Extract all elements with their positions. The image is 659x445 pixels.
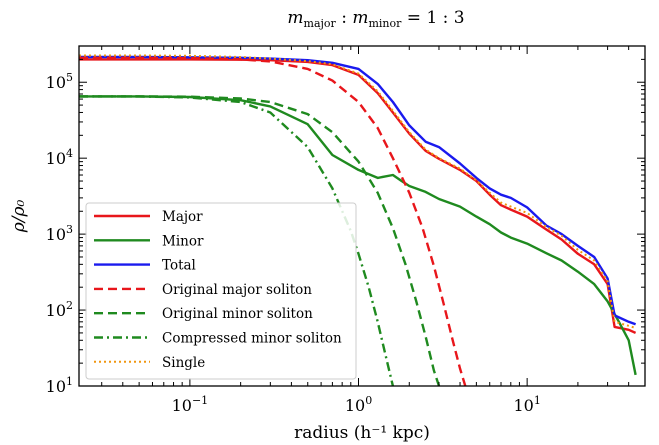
legend-label: Major	[162, 209, 203, 225]
chart-title: mmajor : mminor = 1 : 3	[287, 8, 464, 30]
y-tick-label: 101	[46, 375, 73, 396]
x-tick-label: 10−1	[172, 394, 209, 415]
x-tick-label: 101	[513, 394, 540, 415]
y-tick-label: 103	[46, 223, 73, 244]
series-line-total	[79, 55, 637, 326]
tick-layer: 10−1 100 101 101 102 103 104 105	[46, 45, 646, 415]
y-tick-label: 104	[46, 147, 73, 168]
legend-label: Original major soliton	[162, 282, 312, 298]
series-layer	[79, 54, 637, 386]
y-tick-label: 105	[46, 71, 73, 92]
series-line-original-minor-soliton	[79, 95, 441, 386]
series-line-original-major-soliton	[79, 56, 467, 386]
series-line-minor	[79, 95, 637, 376]
legend-label: Original minor soliton	[162, 306, 313, 322]
y-axis-label: ρ/ρ₀	[9, 200, 29, 234]
series-line-compressed-minor-soliton	[79, 95, 395, 386]
series-line-major	[79, 58, 637, 334]
legend-label: Minor	[162, 233, 204, 249]
legend-box	[85, 202, 357, 380]
legend-label: Total	[162, 258, 196, 274]
x-tick-label: 100	[345, 394, 372, 415]
x-axis-label: radius (h⁻¹ kpc)	[294, 423, 430, 443]
legend-label: Single	[162, 355, 205, 371]
legend: Major Minor Total Original major soliton Ori…	[85, 202, 357, 380]
legend-label: Compressed minor soliton	[162, 331, 342, 347]
plot-frame	[78, 45, 646, 387]
y-tick-label: 102	[46, 299, 73, 320]
